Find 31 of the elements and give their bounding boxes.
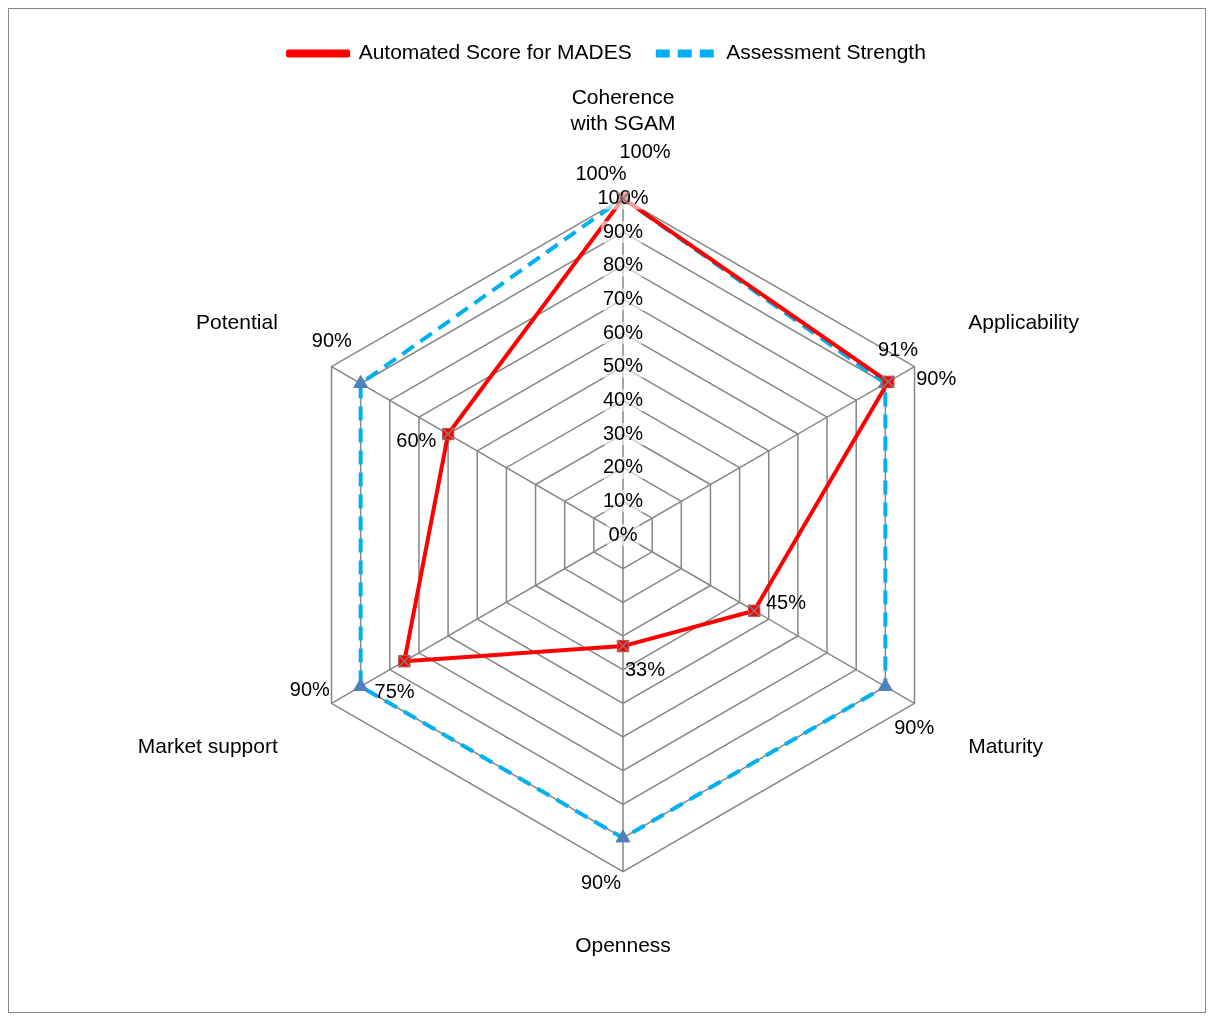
y-tick-label: 70% xyxy=(602,286,644,309)
y-tick-label: 90% xyxy=(602,219,644,242)
y-tick-label: 0% xyxy=(608,522,638,545)
y-tick-label: 40% xyxy=(602,387,644,410)
y-tick-label: 60% xyxy=(602,320,644,343)
spoke-label: Applicability xyxy=(968,309,1080,333)
data-label: 45% xyxy=(765,591,807,614)
y-tick-label: 80% xyxy=(602,253,644,276)
spoke-label: Potential xyxy=(196,309,278,333)
data-label: 100% xyxy=(619,139,671,162)
data-label: 90% xyxy=(894,716,935,739)
data-label: 90% xyxy=(311,328,353,351)
y-tick-label: 30% xyxy=(602,421,644,444)
spoke-label: Maturity xyxy=(968,733,1044,757)
data-label: 91% xyxy=(878,338,919,361)
y-tick-label: 10% xyxy=(602,488,644,511)
legend-label: Automated Score for MADES xyxy=(358,40,632,64)
data-label: 100% xyxy=(575,161,627,184)
data-label: 90% xyxy=(289,677,331,700)
y-tick-label: 20% xyxy=(602,455,644,478)
spoke-label: Market support xyxy=(137,733,278,757)
data-label: 90% xyxy=(580,871,622,894)
data-label: 33% xyxy=(624,657,666,680)
y-tick-label: 100% xyxy=(597,185,649,208)
spoke-label: Coherence with SGAM xyxy=(569,85,676,134)
data-label: 60% xyxy=(396,428,437,451)
data-label: 75% xyxy=(374,679,415,702)
legend-label: Assessment Strength xyxy=(726,40,926,64)
data-label: 90% xyxy=(916,367,957,390)
y-tick-label: 50% xyxy=(602,354,644,377)
spoke-label: Openness xyxy=(575,933,671,956)
